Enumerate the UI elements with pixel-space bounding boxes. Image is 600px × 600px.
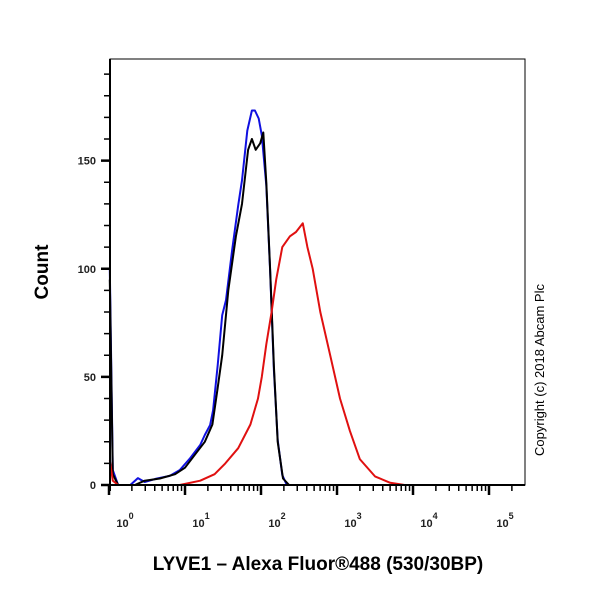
y-tick-label: 150 (78, 156, 96, 168)
x-tick-base: 10 (268, 518, 280, 530)
y-tick-label: 0 (90, 480, 96, 492)
x-tick-label: 104 (420, 511, 437, 530)
x-tick-exponent: 5 (509, 511, 514, 521)
y-tick-label: 50 (84, 372, 96, 384)
x-tick-base: 10 (344, 518, 356, 530)
series-black-line (108, 131, 525, 486)
x-axis-title: LYVE1 – Alexa Fluor®488 (530/30BP) (153, 554, 483, 575)
copyright-annotation: Copyright (c) 2018 Abcam Plc (532, 284, 547, 456)
x-tick-exponent: 1 (205, 511, 210, 521)
x-tick-label: 105 (496, 511, 513, 530)
x-tick-base: 10 (420, 518, 432, 530)
series-red-line (108, 222, 525, 486)
x-tick-base: 10 (496, 518, 508, 530)
x-tick-label: 100 (116, 511, 133, 530)
x-tick-label: 102 (268, 511, 285, 530)
y-axis-title: Count (32, 244, 53, 300)
y-tick-label: 100 (78, 264, 96, 276)
plot-frame (109, 58, 526, 486)
y-axis: 0 50 100 150 (78, 59, 111, 492)
x-tick-exponent: 3 (357, 511, 362, 521)
x-tick-exponent: 4 (433, 511, 438, 521)
x-tick-label: 103 (344, 511, 361, 530)
series-layer (108, 109, 525, 486)
x-tick-base: 10 (116, 518, 128, 530)
x-tick-exponent: 0 (129, 511, 134, 521)
x-tick-label: 101 (192, 511, 209, 530)
x-tick-base: 10 (192, 518, 204, 530)
x-tick-exponent: 2 (281, 511, 286, 521)
